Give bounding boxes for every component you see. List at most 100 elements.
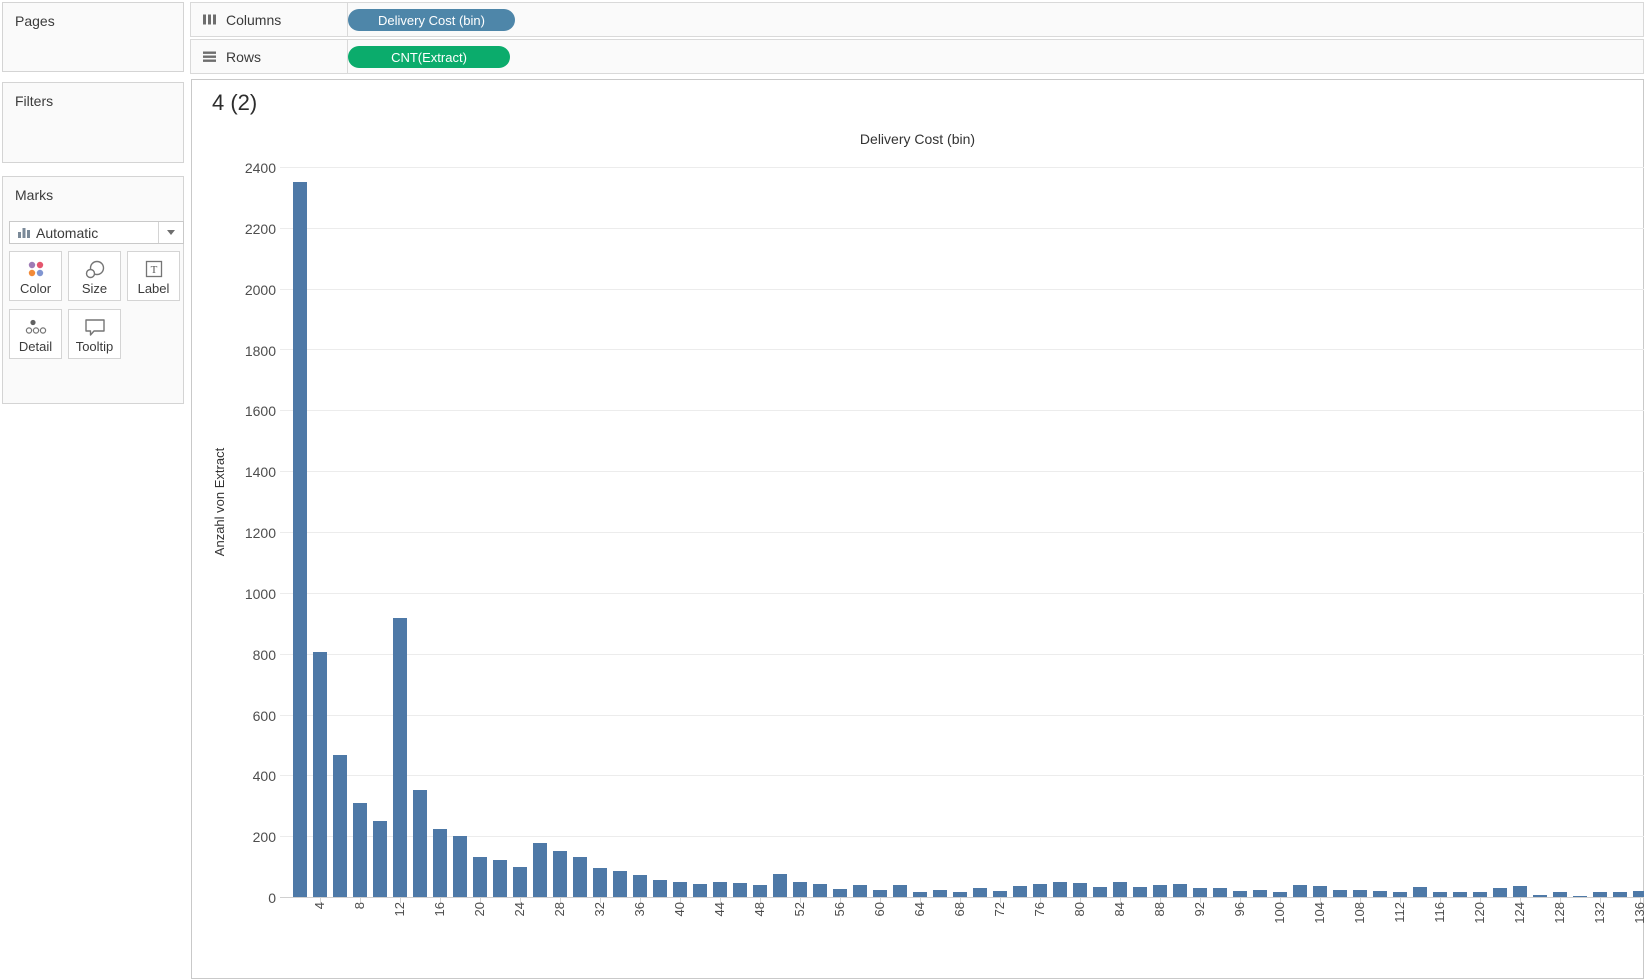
histogram-bar[interactable] xyxy=(1633,890,1644,897)
histogram-bar[interactable] xyxy=(1233,890,1247,897)
x-tick-label: 112 xyxy=(1392,902,1407,923)
x-tick xyxy=(1600,898,1601,903)
histogram-bar[interactable] xyxy=(793,882,807,897)
histogram-bar[interactable] xyxy=(1453,891,1467,897)
x-axis-baseline xyxy=(280,897,1644,898)
histogram-bar[interactable] xyxy=(993,890,1007,897)
histogram-bar[interactable] xyxy=(1413,887,1427,897)
histogram-bar[interactable] xyxy=(1473,891,1487,897)
y-tick-label: 1000 xyxy=(244,585,276,602)
histogram-bar[interactable] xyxy=(453,836,467,897)
filters-panel[interactable]: Filters xyxy=(2,82,184,163)
histogram-bar[interactable] xyxy=(833,888,847,897)
histogram-bar[interactable] xyxy=(1353,890,1367,897)
histogram-bar[interactable] xyxy=(293,182,307,897)
histogram-bar[interactable] xyxy=(613,871,627,897)
histogram-bar[interactable] xyxy=(553,851,567,897)
histogram-bar[interactable] xyxy=(313,652,327,897)
histogram-bar[interactable] xyxy=(753,884,767,897)
rows-shelf[interactable]: Rows CNT(Extract) xyxy=(190,39,1644,74)
detail-button[interactable]: Detail xyxy=(9,309,62,359)
histogram-bar[interactable] xyxy=(1213,888,1227,897)
x-tick-label: 88 xyxy=(1152,902,1167,917)
x-tick-label: 72 xyxy=(992,902,1007,917)
histogram-bar[interactable] xyxy=(1613,891,1627,897)
histogram-bar[interactable] xyxy=(933,890,947,897)
histogram-bar[interactable] xyxy=(373,820,387,897)
histogram-bar[interactable] xyxy=(473,856,487,897)
histogram-bar[interactable] xyxy=(413,789,427,897)
histogram-bar[interactable] xyxy=(873,889,887,897)
histogram-bar[interactable] xyxy=(1593,892,1607,897)
tooltip-button[interactable]: Tooltip xyxy=(68,309,121,359)
color-button[interactable]: Color xyxy=(9,251,62,301)
histogram-bar[interactable] xyxy=(1373,890,1387,897)
histogram-bar[interactable] xyxy=(353,803,367,897)
histogram-bar[interactable] xyxy=(673,882,687,897)
histogram-bar[interactable] xyxy=(1493,888,1507,897)
histogram-bar[interactable] xyxy=(1393,891,1407,897)
histogram-bar[interactable] xyxy=(1013,886,1027,897)
histogram-bar[interactable] xyxy=(593,867,607,897)
histogram-bar[interactable] xyxy=(1293,885,1307,897)
histogram-bar[interactable] xyxy=(773,874,787,897)
histogram-bar[interactable] xyxy=(1433,892,1447,897)
histogram-bar[interactable] xyxy=(1553,892,1567,897)
histogram-bar[interactable] xyxy=(1333,890,1347,897)
histogram-bar[interactable] xyxy=(1253,890,1267,897)
histogram-bar[interactable] xyxy=(1313,886,1327,897)
histogram-bar[interactable] xyxy=(1273,892,1287,897)
histogram-bar[interactable] xyxy=(1053,882,1067,897)
x-tick xyxy=(960,898,961,903)
x-tick xyxy=(520,898,521,903)
histogram-bar[interactable] xyxy=(1033,883,1047,897)
histogram-bar[interactable] xyxy=(633,874,647,897)
histogram-bar[interactable] xyxy=(1133,886,1147,897)
rows-pill[interactable]: CNT(Extract) xyxy=(348,46,510,68)
histogram-bar[interactable] xyxy=(1513,886,1527,897)
y-tick-label: 1400 xyxy=(244,464,276,481)
histogram-bar[interactable] xyxy=(1113,882,1127,897)
histogram-bar[interactable] xyxy=(513,866,527,897)
histogram-bar[interactable] xyxy=(1073,883,1087,897)
histogram-bar[interactable] xyxy=(1533,894,1547,897)
columns-pill[interactable]: Delivery Cost (bin) xyxy=(348,9,515,31)
size-button[interactable]: Size xyxy=(68,251,121,301)
histogram-bar[interactable] xyxy=(713,882,727,897)
histogram-bar[interactable] xyxy=(693,883,707,897)
histogram-bar[interactable] xyxy=(1093,887,1107,897)
x-tick xyxy=(800,898,801,903)
columns-shelf[interactable]: Columns Delivery Cost (bin) xyxy=(190,2,1644,37)
mark-type-caret-button[interactable] xyxy=(158,222,183,243)
histogram-bar[interactable] xyxy=(853,885,867,897)
histogram-bar[interactable] xyxy=(1573,895,1587,897)
x-tick xyxy=(1160,898,1161,903)
histogram-bar[interactable] xyxy=(1173,883,1187,897)
histogram-bar[interactable] xyxy=(913,891,927,897)
histogram-bar[interactable] xyxy=(813,883,827,897)
histogram-bar[interactable] xyxy=(973,887,987,897)
x-tick xyxy=(880,898,881,903)
x-tick-label: 136 xyxy=(1632,902,1647,924)
gridline xyxy=(280,167,1644,168)
x-tick xyxy=(1560,898,1561,903)
histogram-bar[interactable] xyxy=(493,859,507,897)
histogram-bar[interactable] xyxy=(733,883,747,897)
histogram-bar[interactable] xyxy=(333,754,347,897)
x-tick-label: 104 xyxy=(1312,902,1327,924)
gridline xyxy=(280,593,1644,594)
histogram-bar[interactable] xyxy=(393,618,407,897)
mark-type-dropdown[interactable]: Automatic xyxy=(9,221,184,244)
x-tick xyxy=(1360,898,1361,903)
pages-panel[interactable]: Pages xyxy=(2,2,184,72)
label-button[interactable]: T Label xyxy=(127,251,180,301)
rows-shelf-label: Rows xyxy=(226,48,262,65)
histogram-bar[interactable] xyxy=(893,885,907,897)
histogram-bar[interactable] xyxy=(573,856,587,897)
histogram-bar[interactable] xyxy=(953,892,967,897)
histogram-bar[interactable] xyxy=(1153,885,1167,897)
histogram-bar[interactable] xyxy=(433,829,447,897)
histogram-bar[interactable] xyxy=(533,843,547,897)
histogram-bar[interactable] xyxy=(653,879,667,897)
histogram-bar[interactable] xyxy=(1193,888,1207,897)
